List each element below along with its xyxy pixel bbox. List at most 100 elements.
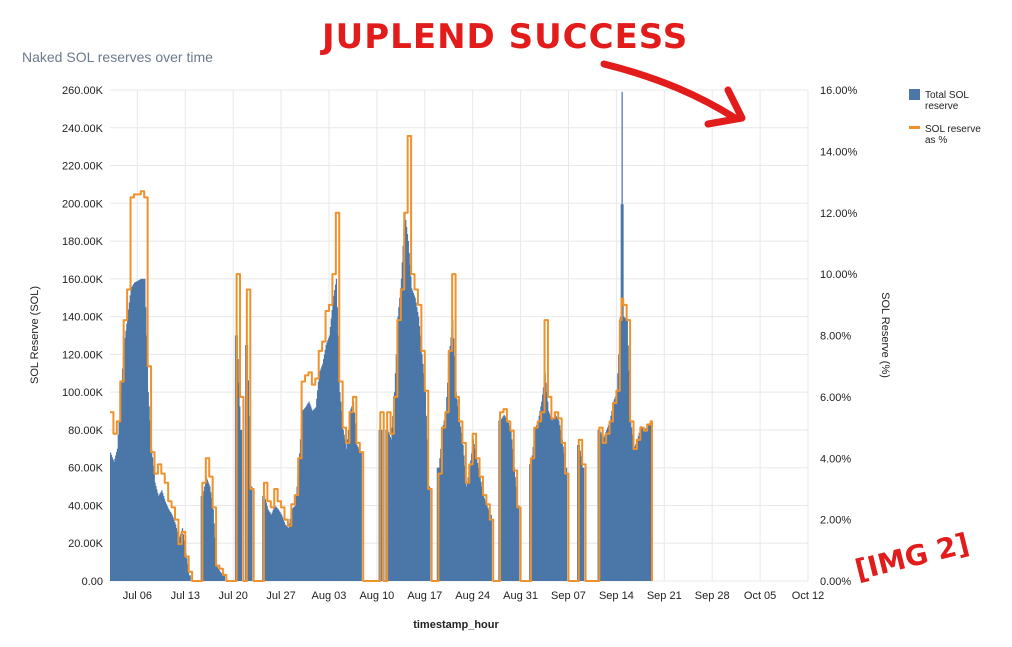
- bar-mark: [120, 392, 122, 581]
- legend: Total SOL reserve SOL reserve as %: [909, 89, 984, 146]
- bar-mark: [618, 335, 621, 581]
- bar-mark: [556, 417, 558, 581]
- bar-mark: [332, 301, 334, 581]
- bar-mark: [621, 91, 623, 581]
- bar-mark: [543, 380, 545, 581]
- bar-mark: [166, 505, 168, 581]
- bar-mark: [157, 492, 159, 581]
- bar-mark: [462, 445, 464, 581]
- bar-mark: [293, 506, 296, 581]
- bar-mark: [469, 467, 471, 581]
- bar-mark: [418, 326, 421, 581]
- bar-mark: [550, 418, 552, 581]
- bar-mark: [467, 477, 469, 581]
- bar-mark: [620, 204, 622, 581]
- bar-mark: [308, 401, 310, 581]
- bar-mark: [417, 316, 420, 581]
- bar-mark: [281, 517, 284, 581]
- bar-mark: [617, 373, 619, 581]
- bar-mark: [311, 411, 314, 581]
- legend-swatch-line[interactable]: [909, 126, 920, 129]
- bar-mark: [275, 507, 278, 581]
- bar-mark: [352, 401, 355, 581]
- bar-mark: [448, 354, 450, 581]
- bar-mark: [603, 437, 605, 581]
- bar-mark: [265, 502, 267, 581]
- bar-mark: [476, 462, 479, 581]
- bar-mark: [580, 456, 582, 581]
- bar-mark: [177, 535, 179, 581]
- bar-mark: [642, 428, 645, 581]
- bar-mark: [152, 465, 155, 581]
- legend-label-line[interactable]: SOL reserve as %: [925, 124, 984, 146]
- bar-mark: [148, 406, 150, 581]
- bar-mark: [274, 505, 276, 581]
- left-tick-label: 220.00K: [62, 161, 104, 173]
- bar-mark: [121, 368, 124, 581]
- grid-lines: [110, 89, 809, 582]
- x-tick-label: Aug 17: [407, 590, 442, 602]
- bar-mark: [183, 540, 185, 581]
- bar-mark: [565, 467, 568, 581]
- bar-mark: [473, 444, 475, 581]
- bar-mark: [360, 452, 362, 581]
- bar-mark: [538, 415, 540, 581]
- bar-mark: [549, 415, 551, 581]
- bar-mark: [451, 328, 453, 581]
- legend-swatch-bar[interactable]: [909, 89, 920, 100]
- bar-mark: [329, 327, 332, 581]
- x-tick-label: Aug 10: [359, 590, 394, 602]
- bar-mark: [464, 476, 467, 581]
- bar-mark: [540, 406, 542, 581]
- bar-mark: [465, 486, 468, 581]
- bar-mark: [310, 406, 312, 581]
- bar-mark: [217, 568, 220, 581]
- bar-mark: [221, 573, 223, 581]
- bar-mark: [581, 462, 583, 581]
- line-series: [110, 135, 653, 582]
- bar-mark: [518, 505, 520, 581]
- bar-mark: [628, 370, 630, 581]
- bar-mark: [337, 335, 339, 581]
- bar-mark: [415, 302, 417, 581]
- bar-mark: [512, 458, 515, 581]
- right-tick-label: 14.00%: [820, 146, 858, 158]
- bar-mark: [117, 434, 119, 581]
- bar-mark: [278, 510, 280, 581]
- bar-mark: [320, 368, 322, 581]
- bar-mark: [412, 293, 415, 581]
- bar-mark: [481, 486, 483, 581]
- bar-mark: [615, 394, 617, 581]
- bar-mark: [126, 323, 128, 581]
- legend-label-bar[interactable]: Total SOL reserve: [925, 90, 971, 112]
- right-tick-label: 16.00%: [820, 85, 858, 97]
- bar-mark: [301, 411, 303, 581]
- bar-mark: [450, 337, 452, 581]
- bar-mark: [639, 429, 641, 581]
- bar-mark: [395, 354, 397, 581]
- bar-mark: [127, 316, 129, 581]
- bar-mark: [597, 429, 599, 581]
- bar-mark: [180, 533, 182, 581]
- bar-mark: [127, 309, 130, 581]
- bar-mark: [135, 281, 137, 581]
- bar-mark: [222, 575, 225, 581]
- bar-mark: [356, 445, 358, 581]
- bar-mark: [338, 363, 340, 581]
- bar-mark: [393, 403, 395, 581]
- bar-mark: [500, 419, 503, 581]
- bar-mark: [606, 429, 608, 581]
- x-tick-label: Jul 06: [123, 590, 152, 602]
- bar-mark: [277, 509, 279, 581]
- bar-mark: [630, 420, 632, 581]
- bar-mark: [340, 401, 342, 581]
- bar-mark: [272, 510, 274, 581]
- bar-mark: [185, 552, 187, 581]
- bar-mark: [267, 509, 269, 581]
- bar-mark: [138, 280, 140, 581]
- right-tick-label: 12.00%: [820, 208, 858, 220]
- bar-mark: [398, 307, 400, 581]
- bar-mark: [408, 252, 410, 581]
- bar-mark: [161, 490, 163, 581]
- bar-mark: [248, 415, 250, 581]
